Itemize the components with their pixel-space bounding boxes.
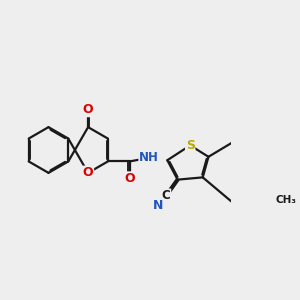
Text: N: N [153, 200, 164, 212]
Text: O: O [83, 167, 93, 179]
Text: CH₃: CH₃ [275, 195, 296, 205]
Text: O: O [83, 103, 93, 116]
Text: S: S [186, 139, 195, 152]
Text: NH: NH [139, 151, 159, 164]
Text: C: C [162, 189, 171, 202]
Text: O: O [124, 172, 135, 185]
